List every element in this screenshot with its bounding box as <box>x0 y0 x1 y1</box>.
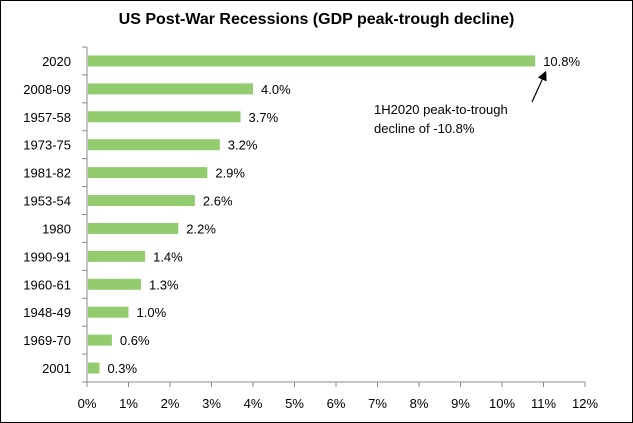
category-label: 1981-82 <box>23 166 71 181</box>
data-label: 1.4% <box>153 249 183 264</box>
bar <box>88 55 536 67</box>
data-label: 0.6% <box>120 333 150 348</box>
annotation-arrow <box>531 70 547 103</box>
x-tick-label: 4% <box>244 396 263 411</box>
data-label: 2.9% <box>215 166 245 181</box>
bar <box>88 222 179 234</box>
x-tick-label: 7% <box>368 396 387 411</box>
category-label: 2008-09 <box>23 82 71 97</box>
category-label: 2020 <box>42 54 71 69</box>
bar <box>88 111 241 123</box>
bar <box>88 306 129 318</box>
x-tick-label: 12% <box>572 396 598 411</box>
x-tick-label: 1% <box>119 396 138 411</box>
x-tick-label: 5% <box>285 396 304 411</box>
x-tick-label: 10% <box>489 396 515 411</box>
annotation-text: 1H2020 peak-to-trough decline of -10.8% <box>374 102 508 136</box>
x-tick-label: 3% <box>202 396 221 411</box>
bar <box>88 334 112 346</box>
category-label: 1990-91 <box>23 249 71 264</box>
category-label: 1948-49 <box>23 305 71 320</box>
data-label: 2.6% <box>203 194 233 209</box>
bar <box>88 195 195 207</box>
category-label: 1953-54 <box>23 194 71 209</box>
category-label: 2001 <box>42 361 71 376</box>
bar <box>88 362 100 374</box>
bar <box>88 83 253 95</box>
x-tick-label: 6% <box>327 396 346 411</box>
x-tick-label: 9% <box>451 396 470 411</box>
x-tick-label: 8% <box>410 396 429 411</box>
x-tick-label: 11% <box>531 396 556 411</box>
data-label: 4.0% <box>261 82 291 97</box>
data-label: 0.3% <box>107 361 137 376</box>
data-label: 1.0% <box>137 305 167 320</box>
category-label: 1969-70 <box>23 333 71 348</box>
bar <box>88 167 208 179</box>
data-label: 10.8% <box>543 54 580 69</box>
bar <box>88 250 146 262</box>
x-tick-label: 2% <box>161 396 180 411</box>
chart-title: US Post-War Recessions (GDP peak-trough … <box>118 11 515 28</box>
category-label: 1973-75 <box>23 138 71 153</box>
category-label: 1960-61 <box>23 277 71 292</box>
bar <box>88 139 220 151</box>
category-label: 1980 <box>42 221 71 236</box>
data-label: 3.7% <box>249 110 279 125</box>
bar <box>88 278 141 290</box>
data-label: 3.2% <box>228 138 258 153</box>
x-tick-label: 0% <box>78 396 97 411</box>
data-label: 1.3% <box>149 277 179 292</box>
category-label: 1957-58 <box>23 110 71 125</box>
data-label: 2.2% <box>186 221 216 236</box>
